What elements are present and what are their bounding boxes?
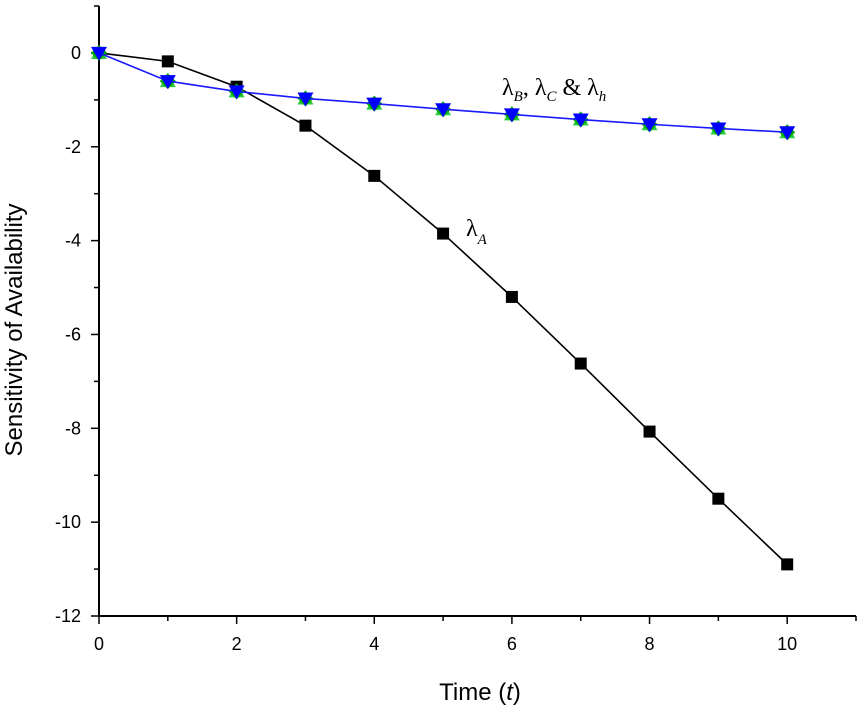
lambda_h-point xyxy=(228,85,245,100)
lambda_h-point xyxy=(503,108,520,123)
annotation-lambda-a: λA xyxy=(466,216,488,248)
lambda_A-point xyxy=(574,357,587,370)
lambda_h-point xyxy=(91,46,107,61)
x-tick-label: 10 xyxy=(777,634,797,654)
x-tick-label: 2 xyxy=(232,634,242,654)
lambda_A-point xyxy=(437,227,450,240)
y-tick-label: 0 xyxy=(71,43,81,63)
lambda_A-point xyxy=(781,558,794,571)
lambda_h-point xyxy=(572,113,589,128)
y-tick-label: -8 xyxy=(65,418,81,438)
y-tick-label: -10 xyxy=(55,512,81,532)
lambda_h-point xyxy=(710,122,727,137)
lambda_h-point xyxy=(297,92,314,107)
lambda_A-line xyxy=(98,52,788,565)
lambda_h-point xyxy=(641,118,658,133)
lambda_h-line xyxy=(98,52,788,134)
x-axis-title: Time (t) xyxy=(439,679,521,706)
y-tick-label: -4 xyxy=(65,231,81,251)
lambda_A-point xyxy=(712,492,725,505)
x-tick-label: 0 xyxy=(94,634,104,654)
lambda_h-point xyxy=(366,97,383,112)
lambda_A-point xyxy=(161,55,174,68)
series-layer xyxy=(91,44,796,571)
lambda_A-series xyxy=(93,46,794,571)
y-tick-label: -6 xyxy=(65,324,81,344)
lambda_h-series xyxy=(91,46,796,141)
lambda_A-point xyxy=(299,119,312,132)
lambda_A-point xyxy=(505,290,518,303)
axes: 0 2 4 6 8 10 0 -2 -4 -6 -8 -10 -12 xyxy=(55,5,857,654)
y-tick-label: -2 xyxy=(65,137,81,157)
lambda_A-point xyxy=(368,169,381,182)
lambda_h-point xyxy=(159,75,176,90)
x-tick-label: 6 xyxy=(507,634,517,654)
y-axis-title: Sensitivity of Availability xyxy=(1,203,28,456)
annotation-lambda-bch: λB, λC & λh xyxy=(502,75,606,105)
x-tick-label: 4 xyxy=(369,634,379,654)
x-tick-label: 8 xyxy=(645,634,655,654)
lambda_B-series xyxy=(91,44,796,139)
lambda_A-point xyxy=(643,425,656,438)
lambda_h-point xyxy=(435,103,452,118)
lambda_h-point xyxy=(779,126,796,141)
y-tick-label: -12 xyxy=(55,606,81,626)
